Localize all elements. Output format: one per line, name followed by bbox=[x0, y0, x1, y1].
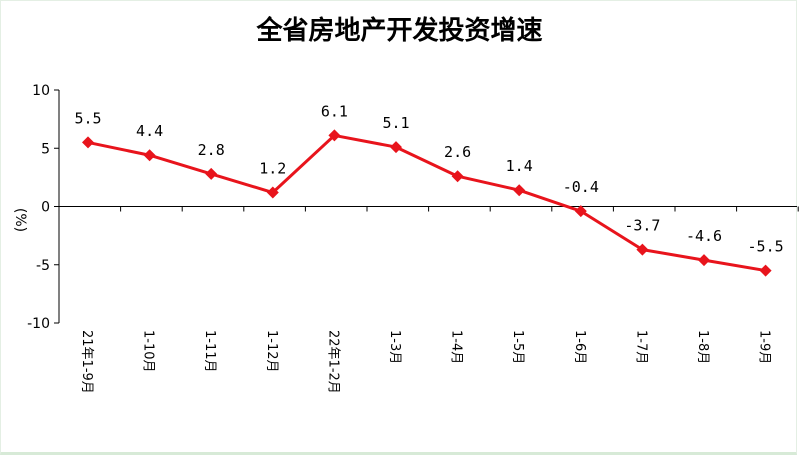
x-category-label: 1-8月 bbox=[695, 330, 710, 364]
x-category-label: 1-12月 bbox=[264, 330, 279, 373]
x-category-label: 1-4月 bbox=[449, 330, 464, 364]
y-tick-label: -10 bbox=[27, 316, 50, 332]
data-label: 1.4 bbox=[506, 157, 533, 175]
data-labels: 5.5 4.4 2.8 1.2 6.1 5.1 2.6 1.4 -0.4 -3.7 -4.6 -5.5 bbox=[74, 102, 783, 255]
data-label: 4.4 bbox=[136, 122, 163, 140]
y-tick-label: -5 bbox=[36, 258, 50, 274]
data-label: -5.5 bbox=[748, 238, 784, 256]
series-line bbox=[87, 133, 766, 273]
data-point bbox=[698, 254, 710, 267]
x-category-label: 1-10月 bbox=[141, 330, 156, 373]
data-label: -0.4 bbox=[563, 178, 599, 196]
y-tick-label: 10 bbox=[32, 83, 50, 99]
data-point bbox=[759, 264, 772, 277]
series bbox=[82, 129, 772, 277]
data-point bbox=[266, 186, 279, 199]
data-label: 6.1 bbox=[321, 102, 348, 120]
x-categories: 21年1-9月 1-10月 1-11月 1-12月 22年1-2月 1-3月 1-4月 1-5… bbox=[79, 330, 772, 394]
x-category-label: 1-11月 bbox=[202, 330, 217, 373]
x-category-label: 1-6月 bbox=[572, 330, 587, 364]
y-axis-label: (%) bbox=[12, 208, 28, 232]
data-point bbox=[82, 136, 94, 149]
data-point bbox=[636, 243, 649, 256]
data-label: 2.8 bbox=[198, 141, 225, 159]
y-tick-label: 0 bbox=[41, 200, 50, 216]
x-category-label: 1-7月 bbox=[633, 330, 648, 364]
x-category-label: 1-9月 bbox=[757, 330, 772, 364]
axes bbox=[58, 90, 799, 323]
data-point bbox=[574, 205, 587, 218]
data-label: -4.6 bbox=[686, 227, 722, 245]
data-point bbox=[205, 167, 218, 180]
x-category-label: 1-3月 bbox=[387, 330, 402, 364]
data-label: 1.2 bbox=[259, 160, 286, 178]
x-category-label: 21年1-9月 bbox=[79, 330, 94, 394]
data-point bbox=[513, 184, 526, 197]
x-category-label: 1-5月 bbox=[510, 330, 525, 364]
y-ticks: -10 -5 0 5 10 bbox=[27, 83, 59, 332]
chart-title: 全省房地产开发投资增速 bbox=[256, 16, 543, 46]
data-point bbox=[451, 170, 464, 183]
y-tick-label: 5 bbox=[41, 141, 50, 157]
data-label: 5.5 bbox=[74, 109, 101, 127]
data-point bbox=[143, 149, 156, 162]
data-point bbox=[328, 129, 341, 142]
data-point bbox=[390, 141, 402, 154]
data-label: -3.7 bbox=[624, 217, 660, 235]
data-label: 5.1 bbox=[382, 114, 409, 132]
data-label: 2.6 bbox=[444, 143, 471, 161]
x-category-label: 22年1-2月 bbox=[325, 330, 340, 394]
